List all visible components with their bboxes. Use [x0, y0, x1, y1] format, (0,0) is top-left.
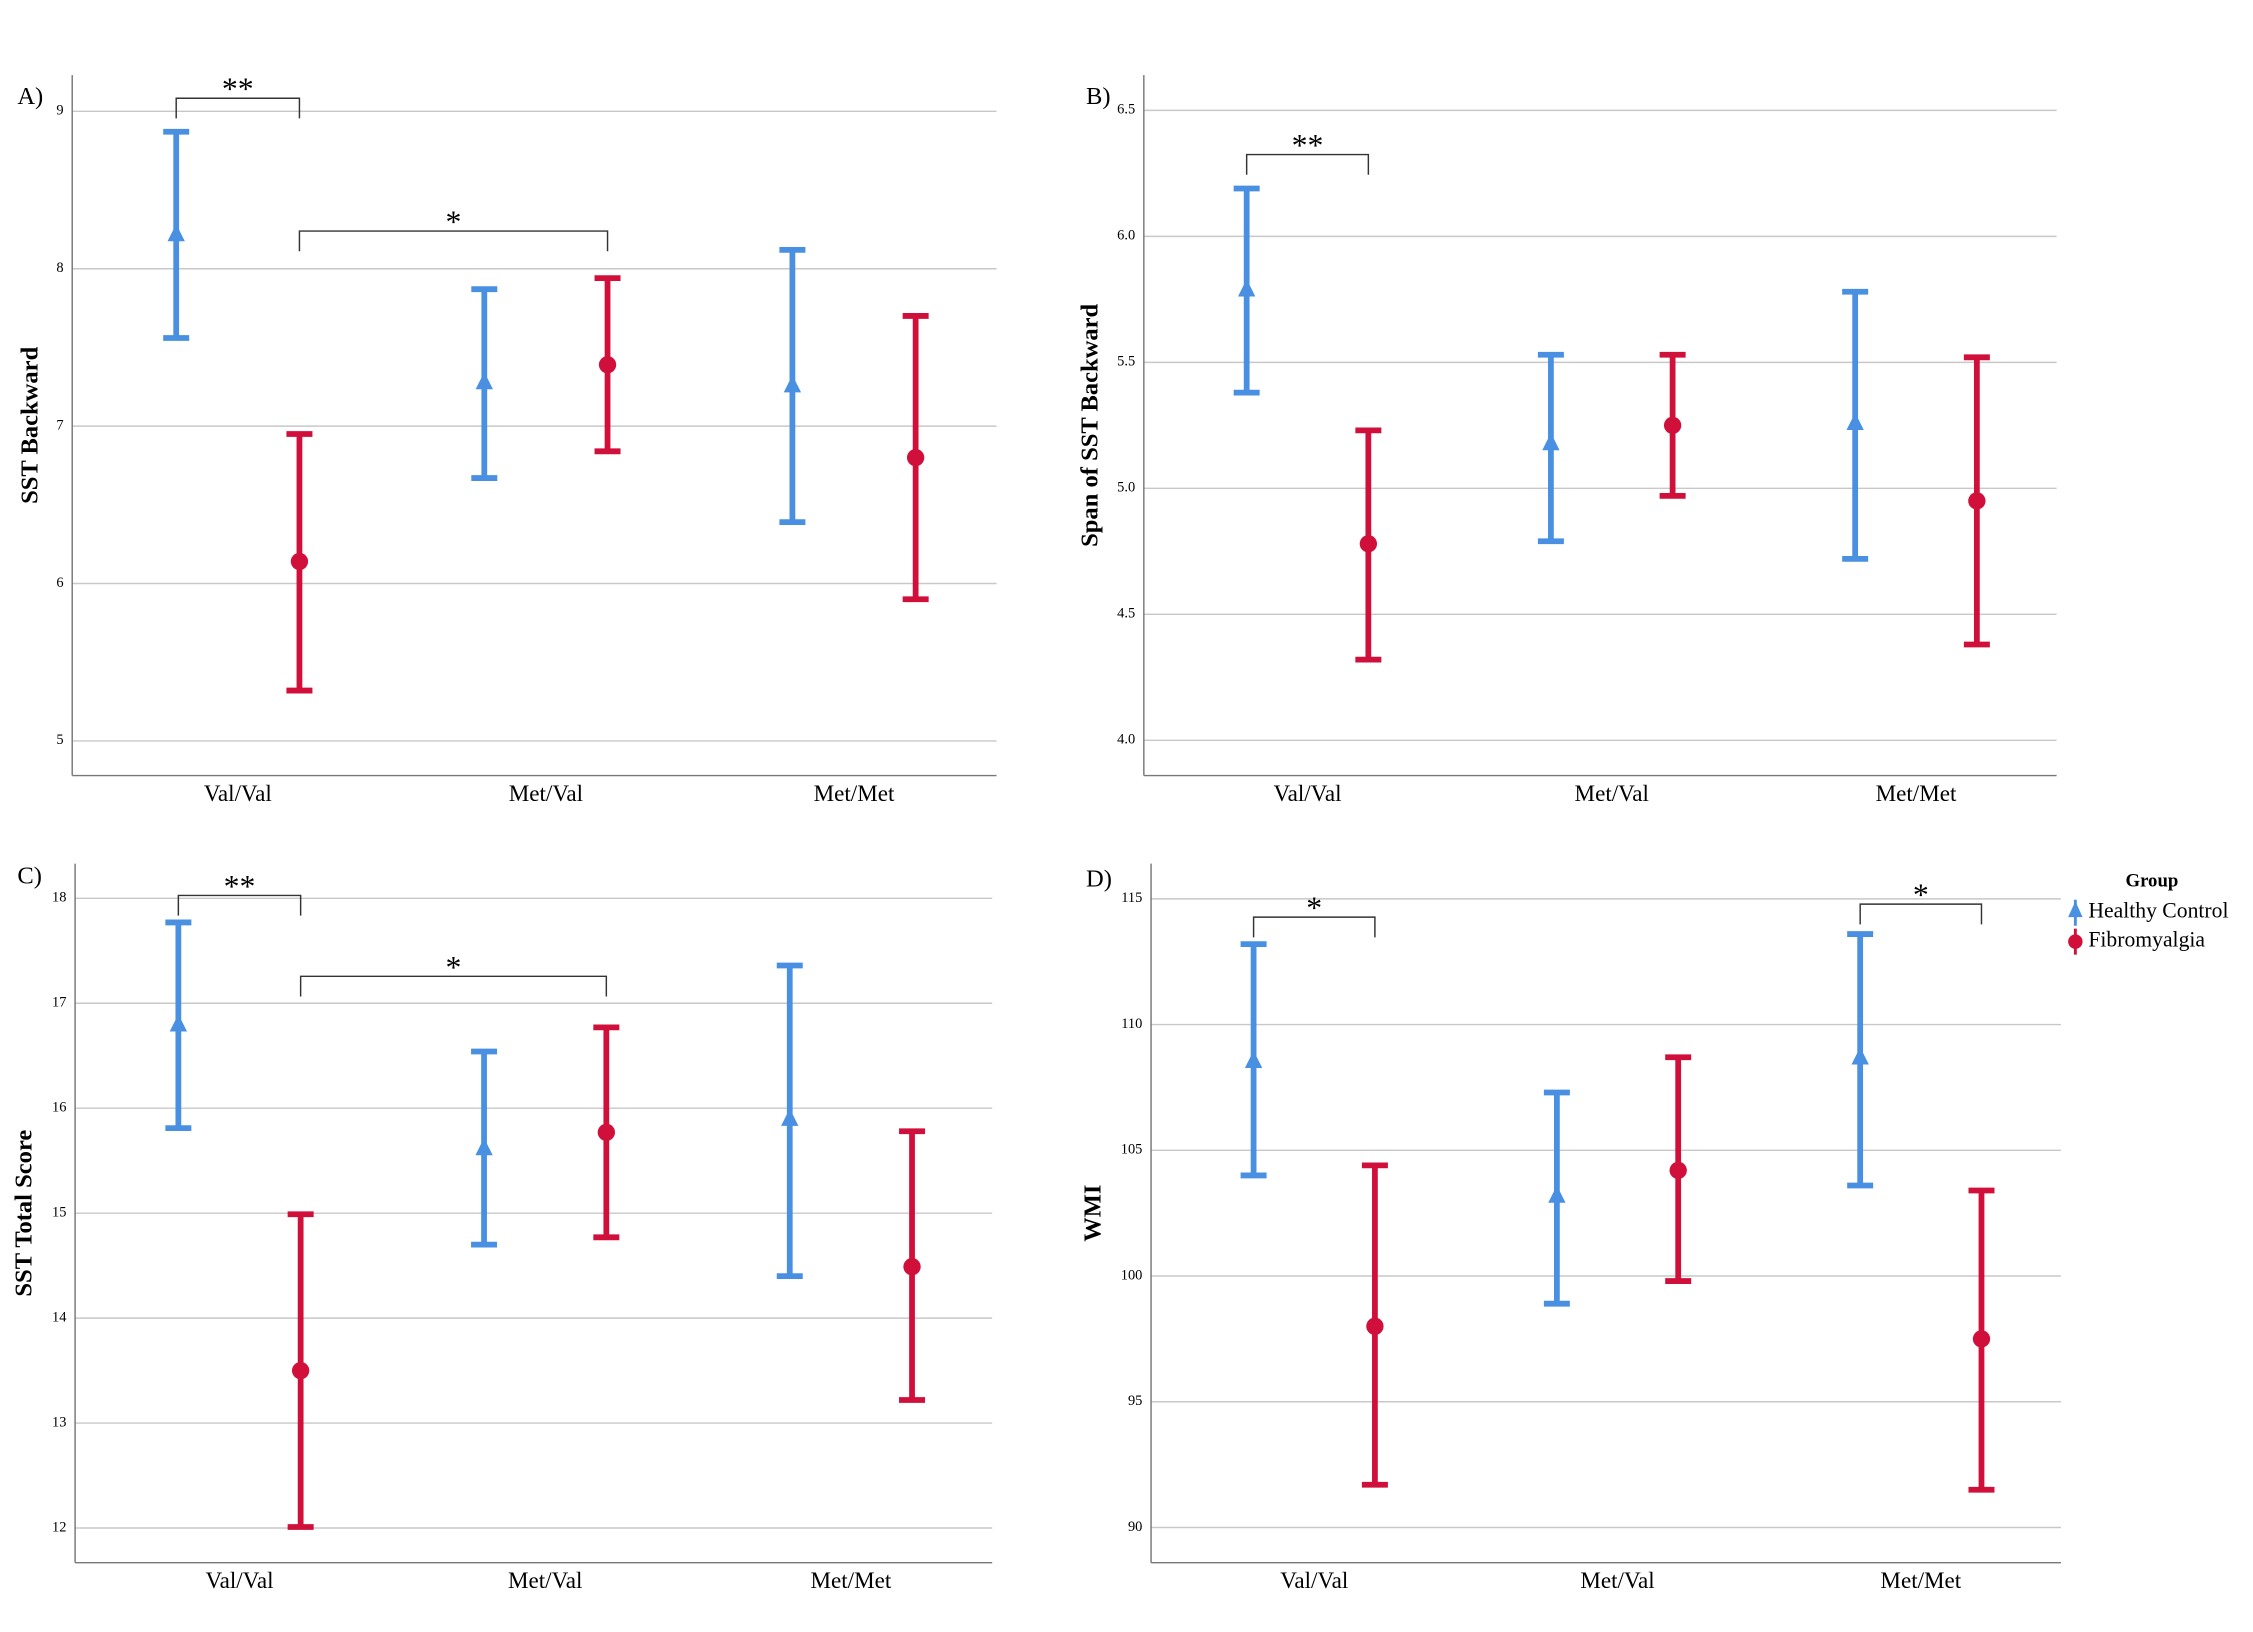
- y-tick-label: 6: [56, 575, 63, 591]
- significance-bracket: [1859, 903, 1983, 925]
- y-tick-label: 5.5: [1117, 354, 1135, 370]
- point-triangle: [1244, 1050, 1263, 1069]
- y-tick-label: 12: [52, 1519, 66, 1535]
- point-triangle: [1542, 432, 1560, 451]
- y-tick-label: 110: [1121, 1016, 1142, 1032]
- y-tick-label: 100: [1121, 1267, 1143, 1283]
- y-axis-title: SST Total Score: [11, 1130, 38, 1297]
- x-tick-label: Met/Met: [814, 780, 895, 806]
- point-circle: [1669, 1161, 1687, 1180]
- y-axis-title: Span of SST Backward: [1076, 303, 1103, 546]
- x-tick-label: Met/Met: [810, 1567, 891, 1593]
- y-tick-label: 5: [56, 732, 63, 748]
- legend-title: Group: [2125, 871, 2178, 892]
- panel-label: B): [1086, 83, 1111, 110]
- y-tick-label: 13: [52, 1414, 66, 1430]
- y-tick-label: 95: [1128, 1393, 1142, 1409]
- point-triangle: [169, 1014, 188, 1032]
- significance-bracket: [1252, 916, 1376, 938]
- significance-label: *: [1306, 891, 1322, 926]
- point-triangle: [1237, 279, 1256, 297]
- y-tick-label: 4.5: [1117, 606, 1135, 622]
- y-tick-label: 4.0: [1117, 732, 1135, 748]
- panel-label: A): [17, 83, 43, 110]
- point-triangle: [1548, 1185, 1566, 1203]
- y-tick-label: 9: [56, 103, 63, 119]
- y-tick-label: 105: [1121, 1142, 1143, 1158]
- point-circle: [597, 1123, 616, 1142]
- point-circle: [906, 448, 925, 467]
- legend-swatch: [2068, 934, 2083, 949]
- point-triangle: [475, 371, 493, 390]
- x-tick-label: Met/Val: [1575, 780, 1649, 806]
- point-circle: [598, 356, 617, 374]
- significance-bracket: [175, 97, 301, 119]
- y-tick-label: 115: [1121, 890, 1142, 906]
- significance-label: **: [1292, 128, 1324, 163]
- x-tick-label: Val/Val: [1280, 1567, 1348, 1593]
- y-axis-title: WMI: [1079, 1185, 1106, 1242]
- y-tick-label: 18: [52, 890, 66, 906]
- significance-bracket: [298, 230, 609, 252]
- x-tick-label: Met/Met: [1876, 780, 1957, 806]
- significance-label: **: [224, 869, 256, 904]
- x-tick-label: Val/Val: [204, 780, 272, 806]
- panel-label: D): [1086, 866, 1112, 893]
- x-tick-label: Met/Val: [508, 1567, 582, 1593]
- panel-label: C): [17, 863, 42, 890]
- point-circle: [290, 552, 309, 571]
- significance-label: **: [222, 72, 254, 107]
- y-tick-label: 16: [52, 1100, 66, 1116]
- significance-bracket: [299, 975, 608, 997]
- significance-label: *: [1913, 878, 1929, 913]
- point-triangle: [781, 1108, 799, 1126]
- point-circle: [1972, 1330, 1991, 1348]
- y-tick-label: 14: [52, 1309, 66, 1325]
- point-circle: [903, 1258, 921, 1276]
- point-circle: [1968, 492, 1986, 510]
- point-triangle: [475, 1137, 493, 1156]
- x-tick-label: Met/Val: [509, 780, 583, 806]
- point-triangle: [783, 375, 802, 393]
- significance-label: *: [446, 950, 462, 985]
- significance-label: *: [446, 205, 462, 240]
- y-tick-label: 6.0: [1117, 228, 1135, 244]
- legend-label: Fibromyalgia: [2088, 928, 2205, 952]
- point-triangle: [167, 223, 185, 242]
- point-circle: [291, 1361, 310, 1380]
- legend-swatch: [2068, 901, 2083, 918]
- y-tick-label: 8: [56, 260, 63, 276]
- y-tick-label: 6.5: [1117, 102, 1135, 118]
- y-tick-label: 90: [1128, 1519, 1142, 1535]
- point-triangle: [1851, 1047, 1869, 1065]
- point-circle: [1366, 1317, 1384, 1335]
- point-circle: [1359, 535, 1378, 553]
- y-tick-label: 7: [56, 417, 63, 433]
- point-triangle: [1846, 412, 1864, 431]
- x-tick-label: Met/Val: [1580, 1567, 1654, 1593]
- significance-bracket: [177, 894, 302, 916]
- legend-label: Healthy Control: [2088, 899, 2228, 923]
- y-tick-label: 5.0: [1117, 480, 1135, 496]
- x-tick-label: Met/Met: [1880, 1567, 1961, 1593]
- significance-bracket: [1245, 153, 1370, 175]
- y-tick-label: 17: [52, 995, 66, 1011]
- y-axis-title: SST Backward: [16, 346, 43, 503]
- x-tick-label: Val/Val: [1274, 780, 1342, 806]
- point-circle: [1663, 416, 1682, 435]
- x-tick-label: Val/Val: [206, 1567, 274, 1593]
- y-tick-label: 15: [52, 1204, 66, 1220]
